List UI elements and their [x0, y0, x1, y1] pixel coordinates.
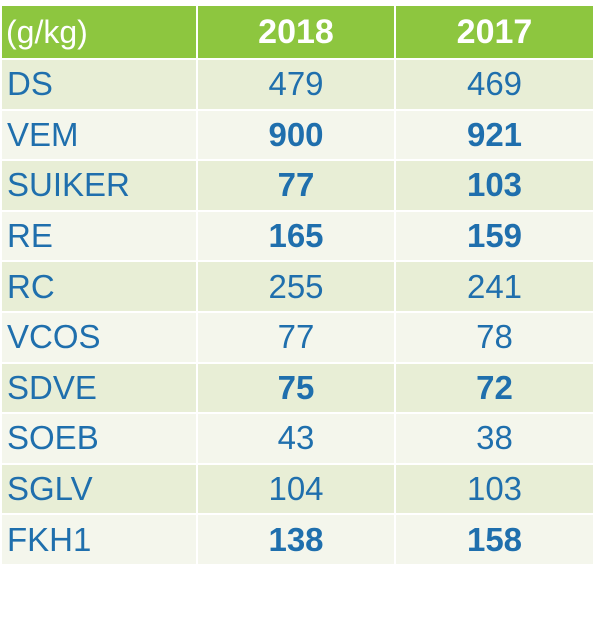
- cell-2018: 43: [196, 412, 396, 465]
- cell-2017: 78: [394, 310, 595, 364]
- cell-2018: 255: [196, 260, 396, 313]
- row-label: VEM: [0, 108, 198, 162]
- cell-2018: 104: [196, 462, 396, 516]
- row-label: SOEB: [0, 412, 198, 465]
- cell-2017: 103: [394, 462, 595, 516]
- table-row: SOEB 43 38: [0, 412, 595, 465]
- data-table-container: (g/kg) 2018 2017 DS 479 469 VEM 900 921 SUIKER…: [0, 4, 595, 566]
- cell-2017: 159: [394, 209, 595, 263]
- cell-2017: 469: [394, 58, 595, 111]
- table-row: RC 255 241: [0, 260, 595, 313]
- table-row: RE 165 159: [0, 209, 595, 263]
- row-label: SDVE: [0, 361, 198, 415]
- cell-2018: 77: [196, 159, 396, 212]
- cell-2017: 241: [394, 260, 595, 313]
- table-row: SDVE 75 72: [0, 361, 595, 415]
- row-label: RC: [0, 260, 198, 313]
- header-unit: (g/kg): [0, 4, 198, 60]
- cell-2018: 77: [196, 310, 396, 364]
- cell-2018: 75: [196, 361, 396, 415]
- row-label: RE: [0, 209, 198, 263]
- cell-2017: 921: [394, 108, 595, 162]
- cell-2017: 72: [394, 361, 595, 415]
- header-year-2017: 2017: [394, 4, 595, 60]
- data-table: (g/kg) 2018 2017 DS 479 469 VEM 900 921 SUIKER…: [0, 4, 595, 566]
- table-row: SUIKER 77 103: [0, 159, 595, 212]
- cell-2017: 38: [394, 412, 595, 465]
- row-label: VCOS: [0, 310, 198, 364]
- cell-2018: 165: [196, 209, 396, 263]
- cell-2017: 103: [394, 159, 595, 212]
- table-row: VEM 900 921: [0, 108, 595, 162]
- row-label: SGLV: [0, 462, 198, 516]
- table-row: VCOS 77 78: [0, 310, 595, 364]
- row-label: FKH1: [0, 513, 198, 566]
- table-row: SGLV 104 103: [0, 462, 595, 516]
- table-body: DS 479 469 VEM 900 921 SUIKER 77 103 RE 165 159 RC 25…: [0, 58, 595, 566]
- cell-2018: 479: [196, 58, 396, 111]
- row-label: SUIKER: [0, 159, 198, 212]
- row-label: DS: [0, 58, 198, 111]
- cell-2017: 158: [394, 513, 595, 566]
- table-row: DS 479 469: [0, 58, 595, 111]
- cell-2018: 900: [196, 108, 396, 162]
- header-row: (g/kg) 2018 2017: [0, 4, 595, 60]
- header-year-2018: 2018: [196, 4, 396, 60]
- cell-2018: 138: [196, 513, 396, 566]
- table-row: FKH1 138 158: [0, 513, 595, 566]
